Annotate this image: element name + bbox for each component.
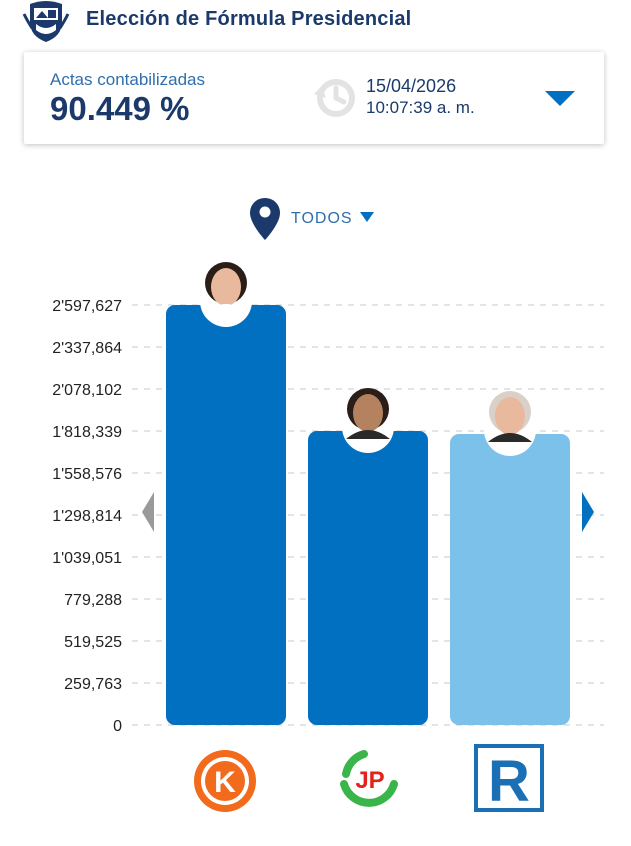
summary-dropdown-button[interactable] (542, 88, 578, 108)
actas-label: Actas contabilizadas (50, 70, 205, 89)
bar-k[interactable] (166, 305, 286, 725)
actas-value: 90.449 % (50, 90, 190, 127)
chevron-right-icon[interactable] (580, 490, 596, 534)
party-logo-k[interactable]: K (190, 748, 260, 814)
region-filter-label: TODOS (291, 210, 353, 227)
party-logo-jp-text: JP (355, 767, 384, 794)
y-tick-label: 1'039,051 (52, 550, 122, 567)
y-tick-label: 1'818,339 (52, 424, 122, 441)
party-logo-r[interactable]: R (474, 744, 544, 812)
y-tick-label: 259,763 (64, 676, 122, 693)
location-pin-icon (250, 198, 280, 240)
y-tick-label: 779,288 (64, 592, 122, 609)
peru-emblem-icon (22, 1, 70, 42)
bars (166, 305, 570, 725)
history-clock-icon (314, 79, 355, 117)
party-logo-k-text: K (214, 766, 236, 799)
candidate-avatar-k (200, 262, 252, 327)
y-tick-label: 519,525 (64, 634, 122, 651)
update-date: 15/04/2026 (366, 76, 457, 96)
results-bar-chart: 2'597,627 2'337,864 2'078,102 1'818,339 1'55… (52, 262, 604, 735)
candidate-avatar-r (484, 390, 536, 456)
bar-jp[interactable] (308, 431, 428, 725)
candidate-avatars (200, 262, 536, 456)
summary-card: Actas contabilizadas 90.449 % 15/04/2026… (24, 52, 604, 144)
y-axis-ticks: 2'597,627 2'337,864 2'078,102 1'818,339 1'55… (52, 298, 122, 735)
party-logo-r-text: R (488, 749, 530, 812)
y-tick-label: 2'597,627 (52, 298, 122, 315)
update-time: 10:07:39 a. m. (366, 98, 475, 117)
candidate-avatar-jp (342, 388, 394, 453)
y-tick-label: 1'558,576 (52, 466, 122, 483)
y-tick-label: 2'337,864 (52, 340, 122, 357)
chevron-left-icon[interactable] (140, 490, 156, 534)
app-header: Elección de Fórmula Presidencial (0, 0, 631, 45)
y-tick-label: 2'078,102 (52, 382, 122, 399)
region-filter[interactable]: TODOS (248, 196, 388, 242)
page-title: Elección de Fórmula Presidencial (86, 8, 412, 30)
y-tick-label: 0 (113, 718, 122, 735)
bar-r[interactable] (450, 433, 570, 725)
y-tick-label: 1'298,814 (52, 508, 122, 525)
caret-down-icon (360, 212, 374, 222)
party-logo-jp[interactable]: JP (334, 746, 404, 812)
